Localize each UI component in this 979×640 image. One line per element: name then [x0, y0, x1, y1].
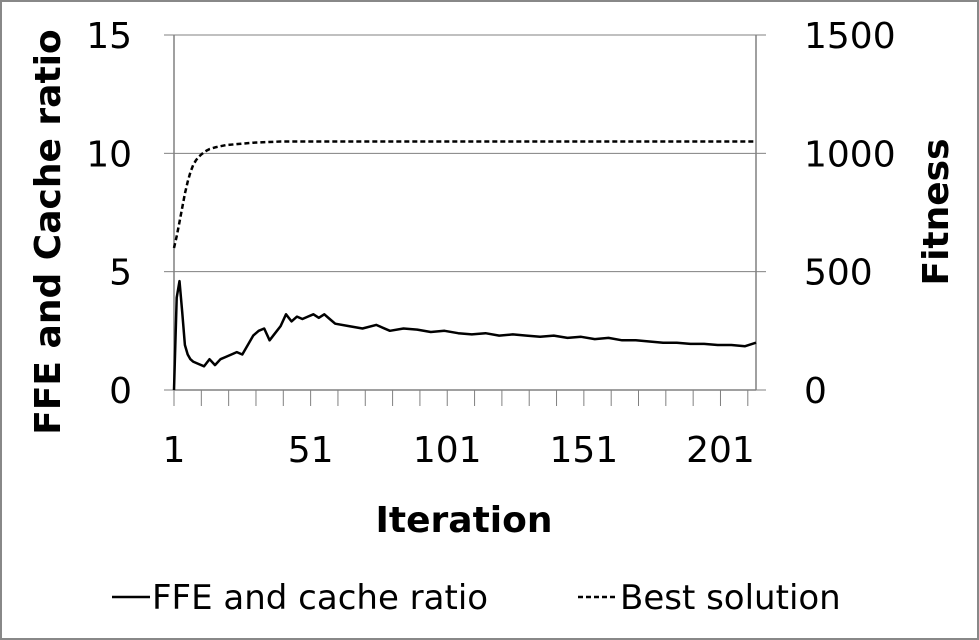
x-tick-label-51: 51	[288, 430, 334, 471]
x-tick-label-151: 151	[549, 430, 618, 471]
x-tick-label-101: 101	[413, 430, 482, 471]
gridlines	[174, 34, 756, 273]
legend: FFE and cache ratio Best solution	[112, 578, 841, 618]
series-line-ffe-cache-ratio	[172, 279, 757, 391]
legend-label-ffe: FFE and cache ratio	[152, 578, 488, 618]
series-line-best-solution	[172, 140, 756, 249]
right-y-tick-label-0: 0	[804, 371, 827, 412]
left-y-tick-label-10: 10	[86, 134, 132, 175]
right-y-tick-label-1500: 1500	[804, 16, 896, 57]
x-tick-label-201: 201	[686, 430, 755, 471]
left-y-tick-label-5: 5	[109, 253, 132, 294]
right-y-tick-label-1000: 1000	[804, 134, 896, 175]
x-axis-title: Iteration	[376, 500, 553, 541]
left-y-axis-title: FFE and Cache ratio	[28, 29, 69, 435]
series-lines	[172, 140, 757, 391]
right-y-axis-title: Fitness	[916, 138, 957, 285]
left-y-tick-label-0: 0	[109, 371, 132, 412]
left-y-tick-label-15: 15	[86, 16, 132, 57]
legend-label-best: Best solution	[620, 578, 841, 618]
axes	[164, 34, 766, 406]
right-y-tick-label-500: 500	[804, 253, 873, 294]
x-tick-label-1: 1	[163, 430, 186, 471]
